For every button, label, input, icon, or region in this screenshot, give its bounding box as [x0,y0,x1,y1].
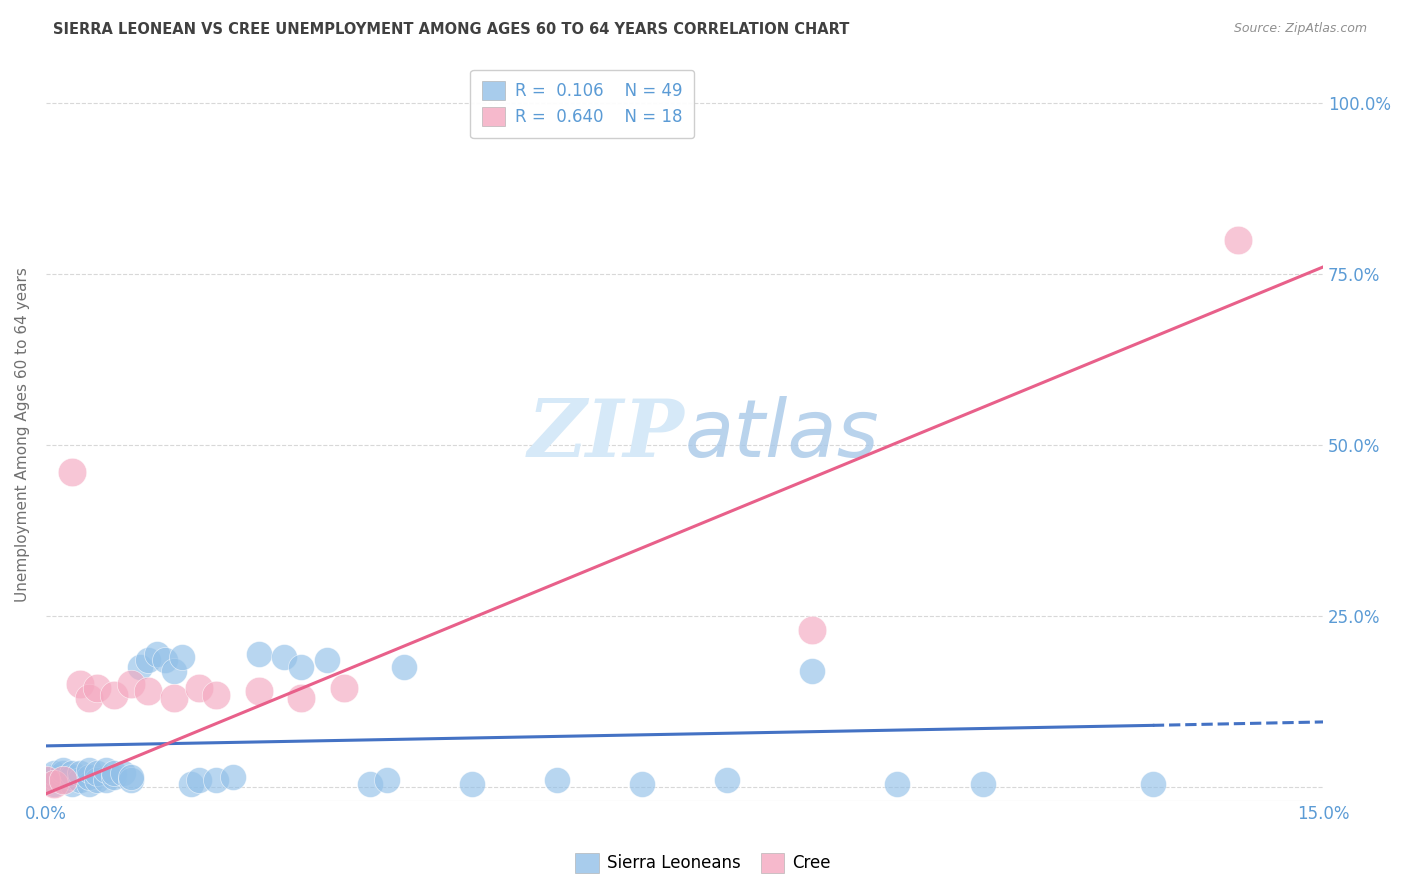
Point [1142,776,1164,790]
Point [35,773,58,788]
Point [460,776,482,790]
Point [273,649,295,664]
Point [60,766,83,780]
Point [163,664,186,678]
Point [77,763,100,777]
Point [44,770,66,784]
Point [103,688,125,702]
Point [86,773,108,788]
Point [180,776,202,790]
Point [153,653,176,667]
Point [801,664,824,678]
Y-axis label: Unemployment Among Ages 60 to 64 years: Unemployment Among Ages 60 to 64 years [15,267,30,602]
Point [316,653,339,667]
Point [44,776,66,790]
Point [359,776,381,790]
Point [205,688,228,702]
Point [801,623,824,637]
Point [120,677,142,691]
Point [77,776,100,790]
Point [86,681,108,695]
Point [1227,233,1250,247]
Point [86,766,108,780]
Legend: R =  0.106    N = 49, R =  0.640    N = 18: R = 0.106 N = 49, R = 0.640 N = 18 [470,70,695,138]
Point [972,776,994,790]
Point [77,690,100,705]
Point [69,677,91,691]
Text: atlas: atlas [685,395,879,474]
Point [375,773,398,788]
Text: SIERRA LEONEAN VS CREE UNEMPLOYMENT AMONG AGES 60 TO 64 YEARS CORRELATION CHART: SIERRA LEONEAN VS CREE UNEMPLOYMENT AMON… [53,22,849,37]
Point [77,770,100,784]
Legend: Sierra Leoneans, Cree: Sierra Leoneans, Cree [568,847,838,880]
Point [290,690,312,705]
Point [163,690,186,705]
Point [546,773,568,788]
Point [35,773,58,788]
Point [886,776,908,790]
Point [44,766,66,780]
Point [392,660,415,674]
Point [290,660,312,674]
Point [69,766,91,780]
Point [128,660,150,674]
Point [188,681,211,695]
Point [69,773,91,788]
Point [52,763,75,777]
Point [60,776,83,790]
Point [205,773,228,788]
Point [145,647,167,661]
Point [120,773,142,788]
Point [136,684,159,698]
Point [44,776,66,790]
Point [52,773,75,788]
Point [172,649,194,664]
Point [103,766,125,780]
Point [94,763,117,777]
Point [52,773,75,788]
Point [120,770,142,784]
Text: Source: ZipAtlas.com: Source: ZipAtlas.com [1233,22,1367,36]
Point [716,773,738,788]
Text: ZIP: ZIP [527,396,685,474]
Point [94,773,117,788]
Point [247,684,270,698]
Point [333,681,356,695]
Point [222,770,245,784]
Point [247,647,270,661]
Point [60,465,83,479]
Point [111,766,134,780]
Point [188,773,211,788]
Point [631,776,654,790]
Point [60,770,83,784]
Point [103,770,125,784]
Point [52,766,75,780]
Point [136,653,159,667]
